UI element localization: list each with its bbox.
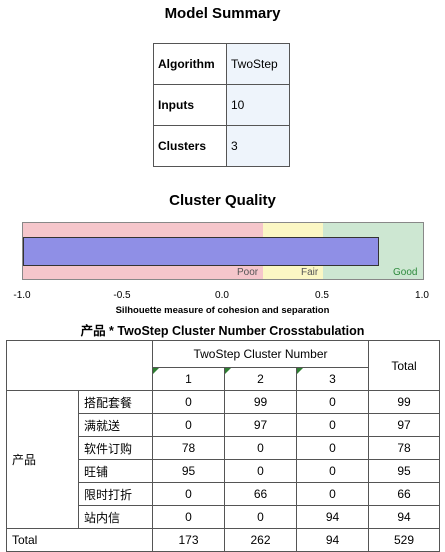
tick-label: -0.5 bbox=[113, 290, 131, 301]
cell: 0 bbox=[152, 482, 225, 506]
model-summary-title: Model Summary bbox=[164, 5, 281, 22]
cell: 0 bbox=[224, 505, 297, 529]
clusters-value: 3 bbox=[226, 125, 290, 167]
clusters-key: Clusters bbox=[153, 125, 227, 167]
cell: 529 bbox=[368, 528, 440, 552]
zone-fair-label: Fair bbox=[301, 267, 319, 278]
silhouette-bar bbox=[23, 237, 379, 266]
crosstab-table: TwoStep Cluster Number Total 1 2 3 产品 搭配… bbox=[6, 340, 440, 552]
cell: 94 bbox=[296, 528, 369, 552]
row-label: 限时打折 bbox=[78, 482, 153, 506]
cell: 95 bbox=[368, 459, 440, 483]
cell: 173 bbox=[152, 528, 225, 552]
tick-label: -1.0 bbox=[13, 290, 31, 301]
cell: 95 bbox=[152, 459, 225, 483]
cell: 66 bbox=[224, 482, 297, 506]
silhouette-chart: Poor Fair Good bbox=[22, 222, 424, 280]
crosstab-title: 产品 * TwoStep Cluster Number Crosstabulat… bbox=[80, 324, 365, 338]
cell: 94 bbox=[296, 505, 369, 529]
cell: 78 bbox=[368, 436, 440, 460]
tick-label: 1.0 bbox=[415, 290, 429, 301]
row-label: 站内信 bbox=[78, 505, 153, 529]
table-row: 软件订购 78 0 0 78 bbox=[7, 436, 440, 460]
row-label: 满就送 bbox=[78, 413, 153, 437]
sort-marker-icon bbox=[153, 368, 159, 374]
group-header: TwoStep Cluster Number bbox=[152, 340, 369, 368]
table-row: 产品 搭配套餐 0 99 0 99 bbox=[6, 390, 440, 529]
cell: 0 bbox=[152, 390, 225, 414]
model-summary-table: Algorithm TwoStep Inputs 10 Clusters 3 bbox=[153, 43, 290, 167]
axis-label: Silhouette measure of cohesion and separ… bbox=[115, 305, 330, 316]
cell: 97 bbox=[224, 413, 297, 437]
cell: 262 bbox=[224, 528, 297, 552]
cell: 0 bbox=[152, 505, 225, 529]
model-summary-row: Algorithm TwoStep bbox=[153, 43, 290, 85]
total-row-label: Total bbox=[6, 528, 153, 552]
cell: 99 bbox=[224, 390, 297, 414]
cell: 0 bbox=[296, 436, 369, 460]
sort-marker-icon bbox=[297, 368, 303, 374]
row-group-label: 产品 bbox=[6, 390, 79, 529]
cell: 0 bbox=[224, 459, 297, 483]
cell: 0 bbox=[296, 390, 369, 414]
cell: 99 bbox=[368, 390, 440, 414]
col-header-1: 1 bbox=[152, 367, 225, 391]
model-summary-row: Clusters 3 bbox=[153, 125, 290, 167]
cell: 97 bbox=[368, 413, 440, 437]
tick-label: 0.5 bbox=[315, 290, 329, 301]
table-row: 限时打折 0 66 0 66 bbox=[7, 482, 440, 506]
cell: 0 bbox=[152, 413, 225, 437]
total-row: Total 173 262 94 529 bbox=[6, 528, 440, 552]
col-header-3: 3 bbox=[296, 367, 369, 391]
row-label: 旺铺 bbox=[78, 459, 153, 483]
model-summary-row: Inputs 10 bbox=[153, 84, 290, 126]
cell: 0 bbox=[296, 482, 369, 506]
tick-label: 0.0 bbox=[215, 290, 229, 301]
cell: 94 bbox=[368, 505, 440, 529]
cell: 0 bbox=[224, 436, 297, 460]
col-header-2: 2 bbox=[224, 367, 297, 391]
zone-poor-label: Poor bbox=[237, 267, 259, 278]
row-label: 软件订购 bbox=[78, 436, 153, 460]
inputs-key: Inputs bbox=[153, 84, 227, 126]
zone-good-label: Good bbox=[393, 267, 418, 278]
row-label: 搭配套餐 bbox=[78, 390, 153, 414]
cell: 0 bbox=[296, 413, 369, 437]
cell: 0 bbox=[296, 459, 369, 483]
cell: 78 bbox=[152, 436, 225, 460]
sort-marker-icon bbox=[225, 368, 231, 374]
table-row: 旺铺 95 0 0 95 bbox=[7, 459, 440, 483]
algorithm-key: Algorithm bbox=[153, 43, 227, 85]
corner-cell bbox=[6, 340, 153, 391]
total-header: Total bbox=[368, 340, 440, 391]
algorithm-value: TwoStep bbox=[226, 43, 290, 85]
cell: 66 bbox=[368, 482, 440, 506]
table-row: 满就送 0 97 0 97 bbox=[7, 413, 440, 437]
inputs-value: 10 bbox=[226, 84, 290, 126]
cluster-quality-title: Cluster Quality bbox=[169, 192, 276, 209]
